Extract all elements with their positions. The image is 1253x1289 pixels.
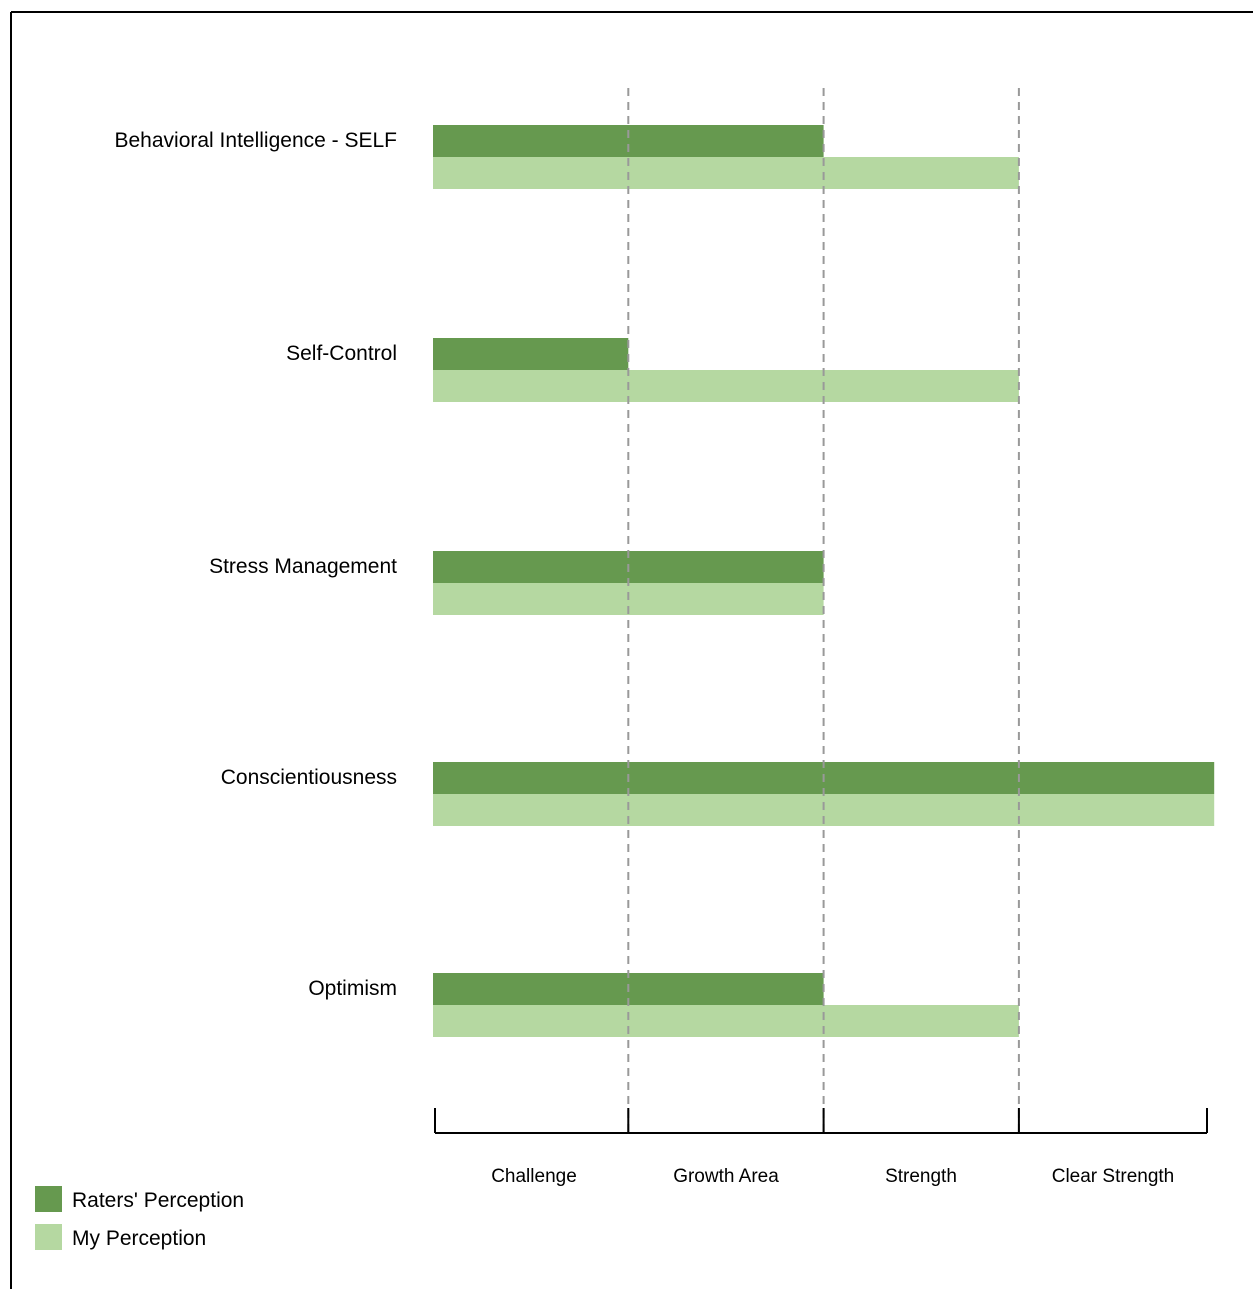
category-label: Self-Control — [286, 342, 397, 365]
x-axis: Challenge Growth Area Strength Clear Streng… — [434, 1108, 1208, 1187]
bar-mine-1 — [433, 370, 1019, 402]
legend-swatch-raters — [35, 1186, 62, 1212]
legend-label-raters: Raters' Perception — [72, 1189, 244, 1212]
category-label: Behavioral Intelligence - SELF — [115, 129, 398, 152]
bar-mine-0 — [433, 157, 1019, 189]
category-label: Optimism — [308, 977, 397, 1000]
bar-raters-0 — [433, 125, 824, 157]
x-tick-label: Clear Strength — [1052, 1166, 1175, 1187]
category-label: Conscientiousness — [221, 766, 397, 789]
gridlines — [627, 88, 1020, 1133]
x-tick-label: Challenge — [491, 1166, 577, 1187]
x-tick-label: Strength — [885, 1166, 957, 1187]
bar-raters-1 — [433, 338, 629, 370]
legend: Raters' Perception My Perception — [35, 1186, 244, 1250]
category-label: Stress Management — [209, 555, 397, 578]
category-labels: Behavioral Intelligence - SELF Self-Contr… — [115, 129, 398, 1000]
chart-frame — [10, 11, 1253, 1289]
bar-mine-4 — [433, 1005, 1019, 1037]
legend-swatch-mine — [35, 1224, 62, 1250]
x-tick-label: Growth Area — [673, 1166, 779, 1187]
legend-label-mine: My Perception — [72, 1227, 206, 1250]
